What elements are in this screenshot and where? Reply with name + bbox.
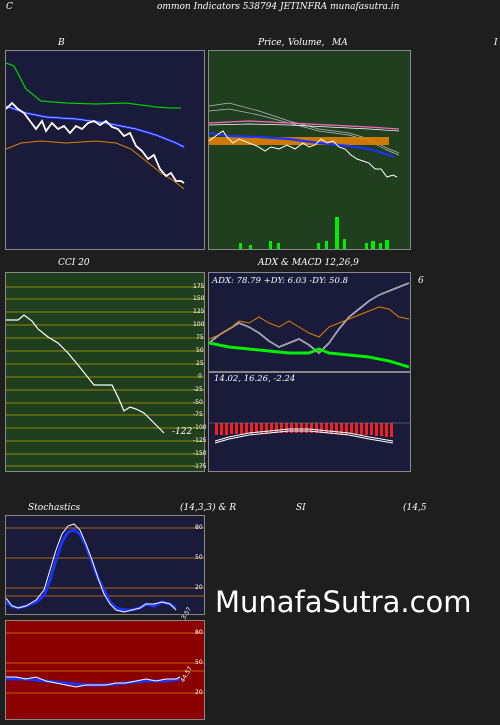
rsi-title: SI — [296, 503, 306, 513]
cci-tick-100: 100 — [193, 321, 205, 328]
lower-band-line — [6, 140, 185, 190]
adx-panel — [208, 272, 411, 372]
ma-line-pink — [209, 120, 400, 130]
adx-line — [209, 282, 410, 355]
cci-tick-minus125: -125 — [193, 437, 207, 444]
cci-tick-150: 150 — [193, 295, 205, 302]
cci-value: -122 — [172, 427, 193, 437]
stochastics-chart — [6, 523, 204, 613]
cci-tick-0: 0 — [198, 373, 202, 380]
watermark: MunafaSutra.com — [215, 585, 472, 619]
price-line — [209, 130, 398, 178]
macd-readout: 14.02, 16.26, -2.24 — [214, 374, 296, 384]
rsi-gridlines — [6, 632, 204, 694]
cci-tick-50: 50 — [196, 347, 204, 354]
ma-line-blue — [209, 131, 395, 159]
stochastics-title: Stochastics — [28, 503, 81, 513]
rsi-panel — [5, 620, 205, 720]
ma-line-2 — [209, 108, 400, 156]
upper-band-line — [6, 62, 181, 109]
page-title: ommon Indicators 538794 JETINFRA munafas… — [157, 2, 400, 12]
cci-title: CCI 20 — [58, 258, 90, 268]
middle-band-line-inner — [6, 105, 185, 148]
plus-dy-line — [209, 306, 410, 340]
rsi-tick-20: 20 — [195, 689, 203, 696]
ma-line-white-mid — [209, 123, 400, 132]
price-line — [6, 101, 185, 184]
volume-title: Volume, — [288, 38, 325, 48]
ma-line-1 — [209, 102, 400, 154]
cci-gridlines — [6, 286, 204, 467]
rsi-tick-80: 80 — [195, 629, 203, 636]
cci-tick-125: 125 — [193, 308, 205, 315]
rsi-smooth-line — [6, 677, 181, 687]
cci-line — [6, 314, 165, 434]
bollinger-chart — [6, 62, 185, 190]
cci-tick-minus150: -150 — [193, 450, 207, 457]
adx-line-inner — [209, 282, 410, 354]
adx-readout: ADX: 78.79 +DY: 6.03 -DY: 50.8 — [212, 276, 349, 286]
stoch-tick-50: 50 — [195, 554, 203, 561]
cci-tick-minus25: -25 — [193, 386, 203, 393]
minus-dy-line — [209, 341, 410, 369]
right-edge-letter: I — [494, 38, 498, 48]
macd-histogram — [215, 423, 393, 437]
header-left-letter: C — [6, 2, 13, 12]
cci-panel — [5, 272, 205, 472]
stoch-tick-20: 20 — [195, 584, 203, 591]
cci-tick-minus50: -50 — [193, 399, 203, 406]
price-ma-chart — [209, 102, 400, 249]
macd-chart — [209, 422, 410, 444]
rsi-tick-50: 50 — [195, 659, 203, 666]
ma-title: MA — [332, 38, 348, 48]
cci-tick-minus75: -75 — [193, 411, 203, 418]
stochastics-panel — [5, 515, 205, 615]
adx-macd-title: ADX & MACD 12,26,9 — [258, 258, 359, 268]
cci-chart — [6, 286, 204, 467]
stochastics-gridlines — [6, 527, 204, 597]
stochastics-params: (14,3,3) & R — [180, 503, 237, 513]
stoch-k-line — [6, 523, 177, 613]
rsi-chart — [6, 632, 204, 694]
bollinger-title: B — [58, 38, 65, 48]
stoch-tick-80: 80 — [195, 524, 203, 531]
adx-chart — [209, 282, 410, 369]
macd-panel — [208, 372, 411, 472]
rsi-params: (14,5 — [403, 503, 427, 513]
price-volume-ma-panel — [208, 50, 411, 250]
rsi-line — [6, 676, 181, 688]
cci-tick-minus100: -100 — [193, 424, 207, 431]
cci-tick-175: 175 — [193, 283, 205, 290]
volume-bars — [239, 217, 389, 249]
signal-line — [214, 430, 394, 444]
macd-line — [214, 428, 394, 442]
cci-tick-minus175: -175 — [193, 463, 207, 470]
stoch-d-line — [6, 528, 177, 612]
cci-tick-25: 25 — [196, 360, 204, 367]
bollinger-panel — [5, 50, 205, 250]
cci-tick-75: 75 — [196, 334, 204, 341]
price-title: Price, — [258, 38, 285, 48]
adx-right-mark: 6 — [418, 276, 424, 286]
